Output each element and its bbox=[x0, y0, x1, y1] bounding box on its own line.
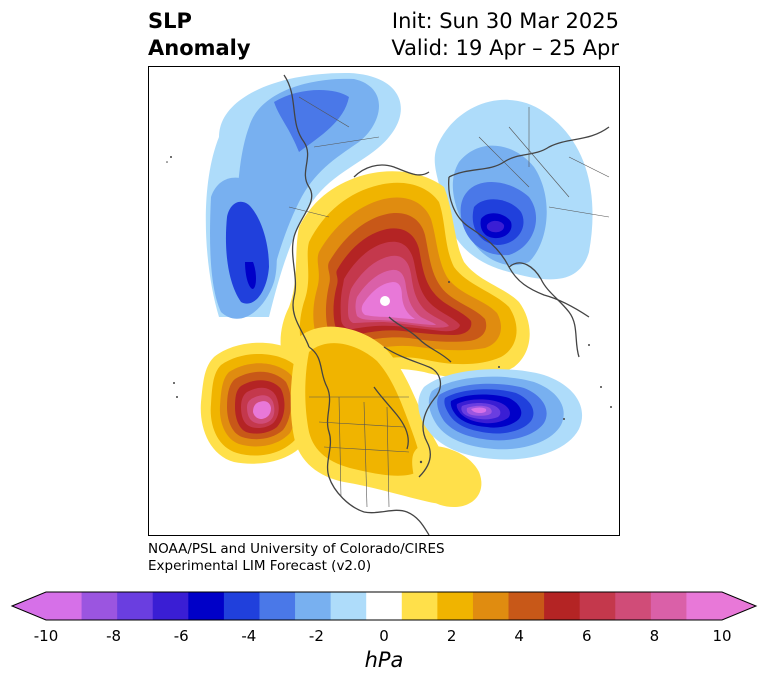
colorbar-tick-label: 2 bbox=[446, 627, 457, 645]
islands bbox=[166, 156, 612, 464]
colorbar-tick-label: 10 bbox=[712, 627, 732, 645]
colorbar-segment bbox=[366, 592, 403, 620]
map-title: SLP Anomaly bbox=[148, 8, 251, 62]
colorbar-segment bbox=[544, 592, 581, 620]
colorbar bbox=[10, 591, 758, 621]
valid-date: Valid: 19 Apr – 25 Apr bbox=[391, 36, 619, 60]
colorbar-tick-label: -4 bbox=[241, 627, 257, 645]
colorbar-segment bbox=[330, 592, 367, 620]
colorbar-extend-low bbox=[12, 592, 46, 620]
north-america-high-region bbox=[290, 326, 482, 507]
colorbar-segment bbox=[508, 592, 545, 620]
colorbar-segment bbox=[437, 592, 474, 620]
title-variable: SLP bbox=[148, 9, 192, 33]
colorbar-segment bbox=[472, 592, 510, 620]
forecast-dates: Init: Sun 30 Mar 2025 Valid: 19 Apr – 25… bbox=[391, 8, 619, 62]
colorbar-segment bbox=[188, 592, 225, 620]
colorbar-segment bbox=[295, 592, 332, 620]
colorbar-segment bbox=[259, 592, 296, 620]
colorbar-outline bbox=[10, 591, 758, 621]
colorbar-segment bbox=[117, 592, 154, 620]
credit-line-2: Experimental LIM Forecast (v2.0) bbox=[148, 558, 372, 574]
colorbar-tick-label: -8 bbox=[106, 627, 122, 645]
colorbar-tick-label: 4 bbox=[514, 627, 524, 645]
central-asia-low-region bbox=[210, 177, 277, 319]
map-canvas bbox=[166, 72, 612, 535]
colorbar-segment bbox=[615, 592, 652, 620]
colorbar-tick-label: -2 bbox=[308, 627, 324, 645]
colorbar-segment bbox=[686, 592, 723, 620]
scandinavia-low-region bbox=[434, 99, 593, 280]
colorbar-ticks: -10 -8 -6 -4 -2 0 2 4 6 8 10 bbox=[0, 627, 768, 647]
credit-line-1: NOAA/PSL and University of Colorado/CIRE… bbox=[148, 541, 445, 557]
colorbar-segment bbox=[650, 592, 687, 620]
anomaly-map bbox=[148, 66, 620, 536]
colorbar-segment bbox=[401, 592, 438, 620]
colorbar-tick-label: -6 bbox=[173, 627, 189, 645]
credit-text: NOAA/PSL and University of Colorado/CIRE… bbox=[148, 541, 445, 575]
colorbar-segment bbox=[81, 592, 118, 620]
colorbar-tick-label: -10 bbox=[33, 627, 59, 645]
colorbar-segment bbox=[579, 592, 616, 620]
title-field: Anomaly bbox=[148, 36, 251, 60]
colorbar-tick-label: 8 bbox=[649, 627, 660, 645]
colorbar-tick-label: 6 bbox=[582, 627, 592, 645]
colorbar-segment bbox=[152, 592, 189, 620]
coastlines bbox=[283, 74, 610, 535]
colorbar-extend-high bbox=[722, 592, 756, 620]
colorbar-segment bbox=[46, 592, 83, 620]
colorbar-tick-label: 0 bbox=[379, 627, 389, 645]
north-pacific-high-region bbox=[200, 342, 316, 464]
arctic-high-region bbox=[280, 171, 530, 389]
north-atlantic-low-region bbox=[418, 369, 583, 460]
colorbar-segment bbox=[223, 592, 260, 620]
colorbar-unit-label: hPa bbox=[364, 648, 404, 672]
borders bbox=[288, 96, 610, 508]
init-date: Init: Sun 30 Mar 2025 bbox=[391, 9, 619, 33]
